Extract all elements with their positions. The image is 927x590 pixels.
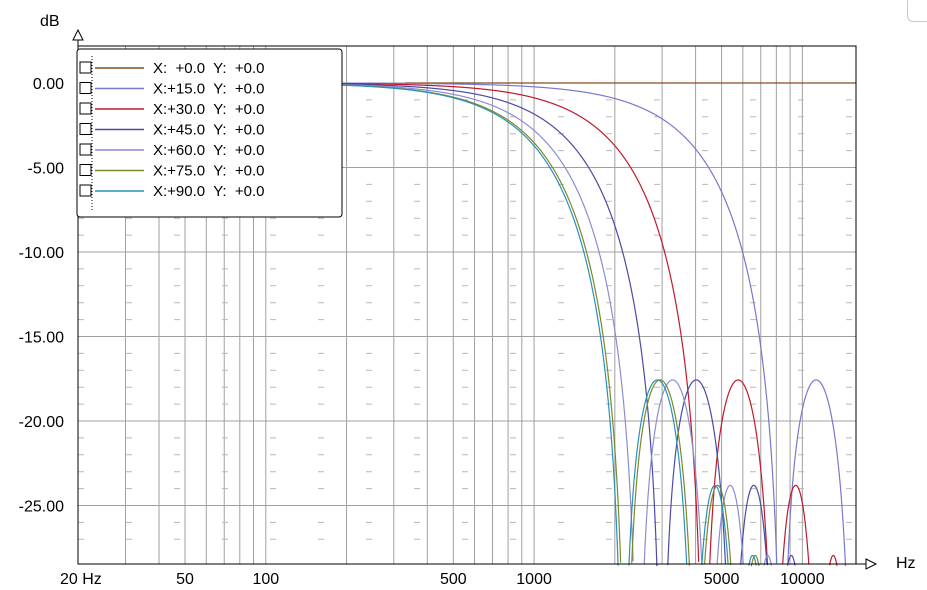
x-axis-label: Hz — [896, 555, 916, 572]
x-tick-label: 50 — [176, 571, 194, 588]
response-curve-5 — [340, 84, 760, 567]
x-tick-label: 5000 — [704, 571, 740, 588]
legend-label: X:+60.0 Y: +0.0 — [153, 142, 264, 159]
legend-checkbox[interactable] — [79, 102, 92, 115]
response-curve-6 — [340, 84, 757, 566]
legend-checkbox[interactable] — [79, 143, 92, 156]
y-tick-label: -25.00 — [19, 499, 64, 516]
legend-checkbox[interactable] — [79, 61, 92, 74]
y-axis-label: dB — [40, 13, 60, 30]
y-tick-label: -5.00 — [28, 161, 65, 178]
response-curve-3 — [340, 83, 796, 567]
legend-label: X:+75.0 Y: +0.0 — [153, 163, 264, 180]
response-curve-2 — [340, 82, 838, 566]
x-tick-labels: 20 Hz 50 100 500 1000 5000 10000 — [60, 571, 825, 588]
grid-lines — [78, 46, 856, 564]
legend-checkbox[interactable] — [79, 184, 92, 197]
y-tick-label: -20.00 — [19, 414, 64, 431]
response-curves — [340, 82, 856, 567]
legend-checkbox[interactable] — [79, 164, 92, 176]
x-tick-label: 1000 — [516, 571, 552, 588]
window-corner — [907, 0, 927, 22]
x-axis-arrow — [865, 558, 878, 570]
x-tick-label: 20 Hz — [60, 571, 102, 588]
legend-checkbox[interactable] — [79, 123, 92, 135]
response-curve-4 — [340, 84, 772, 566]
y-tick-labels: 0.00 -5.00 -10.00 -15.00 -20.00 -25.00 — [19, 76, 64, 516]
legend: X: +0.0 Y: +0.0 X:+15.0 Y: +0.0 X:+30.0 Y:… — [76, 48, 343, 218]
legend-label: X:+45.0 Y: +0.0 — [153, 122, 264, 139]
legend-label: X:+30.0 Y: +0.0 — [153, 101, 264, 118]
response-curve-1 — [340, 82, 847, 566]
legend-label: X:+90.0 Y: +0.0 — [153, 183, 264, 200]
y-axis-arrow — [72, 28, 84, 41]
legend-label: X:+15.0 Y: +0.0 — [153, 81, 264, 98]
x-tick-label: 500 — [440, 571, 467, 588]
legend-checkbox[interactable] — [79, 82, 92, 94]
y-tick-label: 0.00 — [33, 76, 64, 93]
x-tick-label: 100 — [252, 571, 279, 588]
y-tick-label: -10.00 — [19, 245, 64, 262]
legend-box — [76, 48, 343, 218]
y-tick-label: -15.00 — [19, 330, 64, 347]
legend-label: X: +0.0 Y: +0.0 — [153, 60, 264, 77]
x-tick-label: 10000 — [780, 571, 825, 588]
